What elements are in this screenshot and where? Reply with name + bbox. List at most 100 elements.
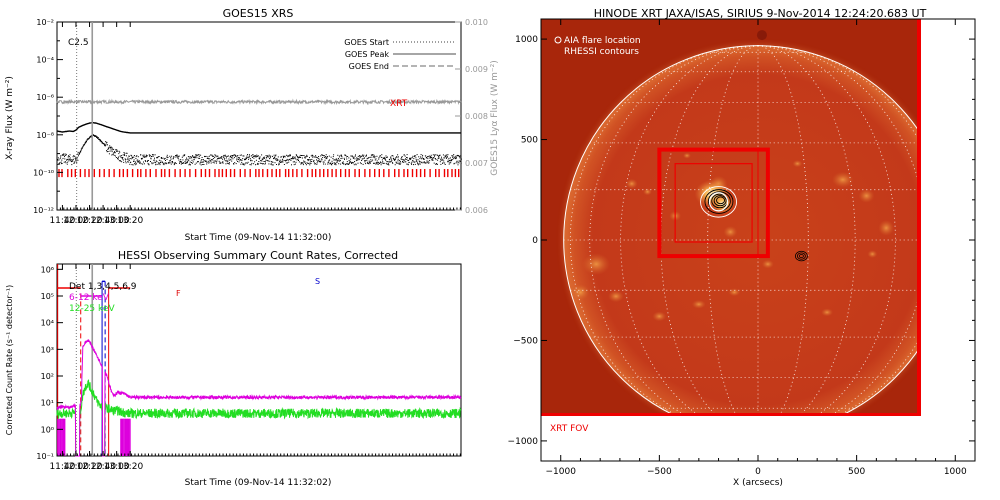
goes-short-channel-point xyxy=(227,155,229,157)
goes-y2-tick-label: 0.008 xyxy=(465,112,488,121)
goes-short-channel-point xyxy=(336,161,338,163)
goes-short-channel-point xyxy=(334,159,336,161)
goes-short-channel-point xyxy=(289,154,291,156)
goes-short-channel-point xyxy=(236,157,238,159)
rhessi-contour xyxy=(713,195,727,207)
goes-short-channel-point xyxy=(284,155,286,157)
goes-short-channel-point xyxy=(131,164,133,166)
goes-short-channel-point xyxy=(252,154,254,156)
goes-short-channel-point xyxy=(84,143,86,145)
goes-short-channel-point xyxy=(58,159,60,161)
goes-short-channel-point xyxy=(77,153,79,155)
goes-short-channel-point xyxy=(383,162,385,164)
goes-short-channel-point xyxy=(67,158,69,160)
goes-short-channel-point xyxy=(254,155,256,156)
goes-short-channel-point xyxy=(307,160,309,162)
active-region-patch xyxy=(691,299,706,309)
goes-short-channel-point xyxy=(400,158,402,160)
goes-short-channel-point xyxy=(151,162,153,164)
goes-short-channel-point xyxy=(354,155,356,157)
goes-short-channel-point xyxy=(251,160,253,162)
goes-short-channel-point xyxy=(388,161,390,163)
goes-short-channel-point xyxy=(335,164,337,166)
goes-short-channel-point xyxy=(152,162,154,164)
goes-short-channel-point xyxy=(295,161,297,163)
goes-short-channel-point xyxy=(101,141,103,143)
goes-short-channel-point xyxy=(105,144,107,146)
goes-short-channel-point xyxy=(265,155,267,156)
goes-short-channel-point xyxy=(76,161,78,163)
goes-short-channel-point xyxy=(355,164,357,166)
goes-short-channel-point xyxy=(394,159,396,161)
goes-short-channel-point xyxy=(375,162,377,163)
goes-short-channel-point xyxy=(398,156,399,158)
goes-short-channel-point xyxy=(446,156,448,158)
goes-short-channel-point xyxy=(402,161,404,163)
goes-short-channel-point xyxy=(374,156,376,158)
goes-short-channel-point xyxy=(352,156,354,158)
goes-short-channel-point xyxy=(111,146,112,148)
goes-short-channel-point xyxy=(138,160,140,162)
goes-short-channel-point xyxy=(251,157,253,158)
goes-short-channel-point xyxy=(406,154,408,156)
goes-short-channel-point xyxy=(285,160,287,161)
goes-short-channel-point xyxy=(184,160,186,162)
goes-data-marks xyxy=(56,22,462,210)
goes-short-channel-point xyxy=(327,156,328,158)
goes-short-channel-point xyxy=(307,162,309,164)
goes-short-channel-point xyxy=(302,164,304,166)
goes-short-channel-point xyxy=(111,154,113,156)
goes-short-channel-point xyxy=(144,160,146,161)
goes-short-channel-point xyxy=(275,155,277,157)
goes-short-channel-point xyxy=(198,154,200,156)
hessi-ylabel: Corrected Count Rate (s⁻¹ detector⁻¹) xyxy=(5,285,14,436)
goes-short-channel-point xyxy=(233,157,235,159)
goes-short-channel-point xyxy=(188,156,190,158)
goes-short-channel-point xyxy=(159,162,161,164)
goes-short-channel-point xyxy=(375,158,377,160)
goes-short-channel-point xyxy=(401,158,403,160)
goes-short-channel-point xyxy=(322,161,324,163)
goes-short-channel-point xyxy=(456,157,457,159)
goes-short-channel-point xyxy=(316,159,317,161)
goes-y-tick-label: 10⁻⁴ xyxy=(36,56,54,65)
goes-short-channel-point xyxy=(251,162,253,164)
goes-short-channel-point xyxy=(384,157,385,159)
goes-legend-end-label: GOES End xyxy=(349,62,389,71)
goes-short-channel-point xyxy=(75,156,77,158)
goes-short-channel-point xyxy=(287,155,289,157)
goes-short-channel-point xyxy=(192,155,194,157)
goes-short-channel-point xyxy=(313,159,315,161)
goes-short-channel-point xyxy=(422,162,424,164)
goes-short-channel-point xyxy=(293,158,295,160)
goes-y-axis-ticks: 10⁻² 10⁻⁴ 10⁻⁶ 10⁻⁸ 10⁻¹⁰ 10⁻¹² xyxy=(33,18,63,215)
goes-short-channel-point xyxy=(364,161,366,163)
goes-short-channel-point xyxy=(291,157,293,159)
goes-short-channel-point xyxy=(228,162,230,164)
goes-short-channel-point xyxy=(419,161,421,163)
goes-short-channel-point xyxy=(309,160,311,162)
goes-short-channel-point xyxy=(397,160,399,162)
goes-short-channel-point xyxy=(365,156,367,158)
goes-short-channel-point xyxy=(143,163,145,165)
goes-short-channel-point xyxy=(434,154,436,156)
goes-short-channel-point xyxy=(272,161,274,163)
goes-short-channel-point xyxy=(94,135,96,137)
goes-short-channel-point xyxy=(111,147,113,149)
goes-short-channel-point xyxy=(355,163,357,165)
goes-short-channel-point xyxy=(190,162,192,163)
goes-short-channel-point xyxy=(366,159,368,161)
goes-short-channel-point xyxy=(375,163,377,165)
goes-short-channel-point xyxy=(446,154,448,156)
goes-short-channel-point xyxy=(112,149,114,151)
goes-short-channel-point xyxy=(415,157,417,159)
goes-short-channel-point xyxy=(321,159,323,161)
goes-short-channel-point xyxy=(257,162,259,164)
goes-short-channel-point xyxy=(259,156,261,158)
goes-short-channel-point xyxy=(345,163,347,165)
goes-short-channel-point xyxy=(190,156,192,157)
goes-short-channel-point xyxy=(181,162,183,164)
goes-y-tick-label: 10⁻¹⁰ xyxy=(33,168,54,177)
goes-short-channel-point xyxy=(355,160,357,162)
goes-short-channel-point xyxy=(405,159,407,160)
